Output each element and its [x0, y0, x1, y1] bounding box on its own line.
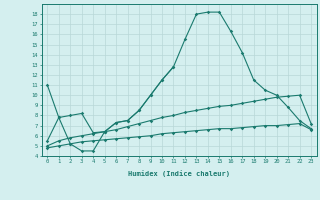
X-axis label: Humidex (Indice chaleur): Humidex (Indice chaleur): [128, 170, 230, 177]
